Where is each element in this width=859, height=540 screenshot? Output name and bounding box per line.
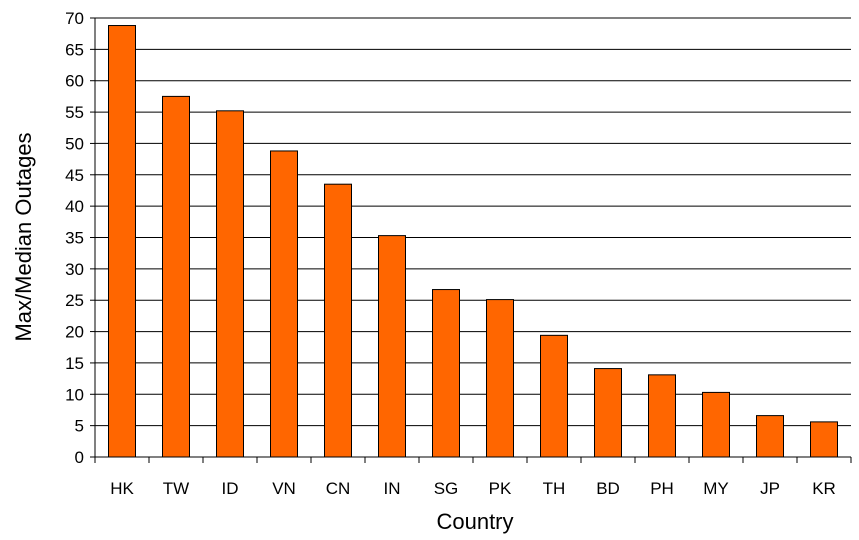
x-tick-label: JP — [760, 479, 780, 498]
x-tick-label: TW — [163, 479, 189, 498]
bar-pk — [486, 299, 514, 458]
bar-cn — [324, 183, 352, 458]
bar-jp — [756, 415, 784, 458]
y-tick-label: 25 — [65, 291, 84, 310]
bar-sg — [432, 289, 460, 458]
x-tick-labels: HK TW ID VN CN IN SG PK TH BD PH MY JP KR — [110, 479, 836, 498]
x-tick-label: KR — [812, 479, 836, 498]
x-tick-label: PK — [489, 479, 512, 498]
x-axis-title: Country — [436, 509, 513, 534]
bars — [108, 25, 838, 458]
y-tick-label: 15 — [65, 354, 84, 373]
x-tick-label: HK — [110, 479, 134, 498]
y-tick-label: 10 — [65, 385, 84, 404]
x-tick-label: IN — [384, 479, 401, 498]
y-tick-label: 50 — [65, 134, 84, 153]
y-tick-label: 40 — [65, 197, 84, 216]
x-tick-label: PH — [650, 479, 674, 498]
bar-th — [540, 334, 568, 458]
bar-hk — [108, 25, 136, 458]
y-tick-label: 30 — [65, 260, 84, 279]
y-tick-label: 65 — [65, 40, 84, 59]
bar-in — [378, 235, 406, 458]
y-tick-label: 35 — [65, 229, 84, 248]
y-tick-label: 60 — [65, 72, 84, 91]
x-tick-label: VN — [272, 479, 296, 498]
y-tick-label: 55 — [65, 103, 84, 122]
gridlines — [95, 17, 851, 427]
bar-kr — [810, 421, 838, 458]
y-tick-label: 0 — [75, 448, 84, 467]
y-tick-label: 70 — [65, 9, 84, 28]
y-axis-title: Max/Median Outages — [11, 132, 36, 341]
x-tick-label: TH — [543, 479, 566, 498]
y-tick-label: 45 — [65, 166, 84, 185]
bar-tw — [162, 95, 190, 458]
bar-ph — [648, 374, 676, 458]
y-tick-label: 20 — [65, 323, 84, 342]
y-tick-labels: 0 5 10 15 20 25 30 35 40 45 50 55 60 65 70 — [65, 9, 84, 467]
x-tick-label: ID — [222, 479, 239, 498]
bar-my — [702, 391, 730, 458]
x-tick-label: CN — [326, 479, 351, 498]
x-tick-label: MY — [703, 479, 729, 498]
x-tick-label: SG — [434, 479, 459, 498]
y-tick-label: 5 — [75, 417, 84, 436]
x-tick-label: BD — [596, 479, 620, 498]
bar-bd — [594, 368, 622, 458]
bar-vn — [270, 150, 298, 458]
axes — [90, 17, 852, 463]
bar-id — [216, 110, 244, 458]
